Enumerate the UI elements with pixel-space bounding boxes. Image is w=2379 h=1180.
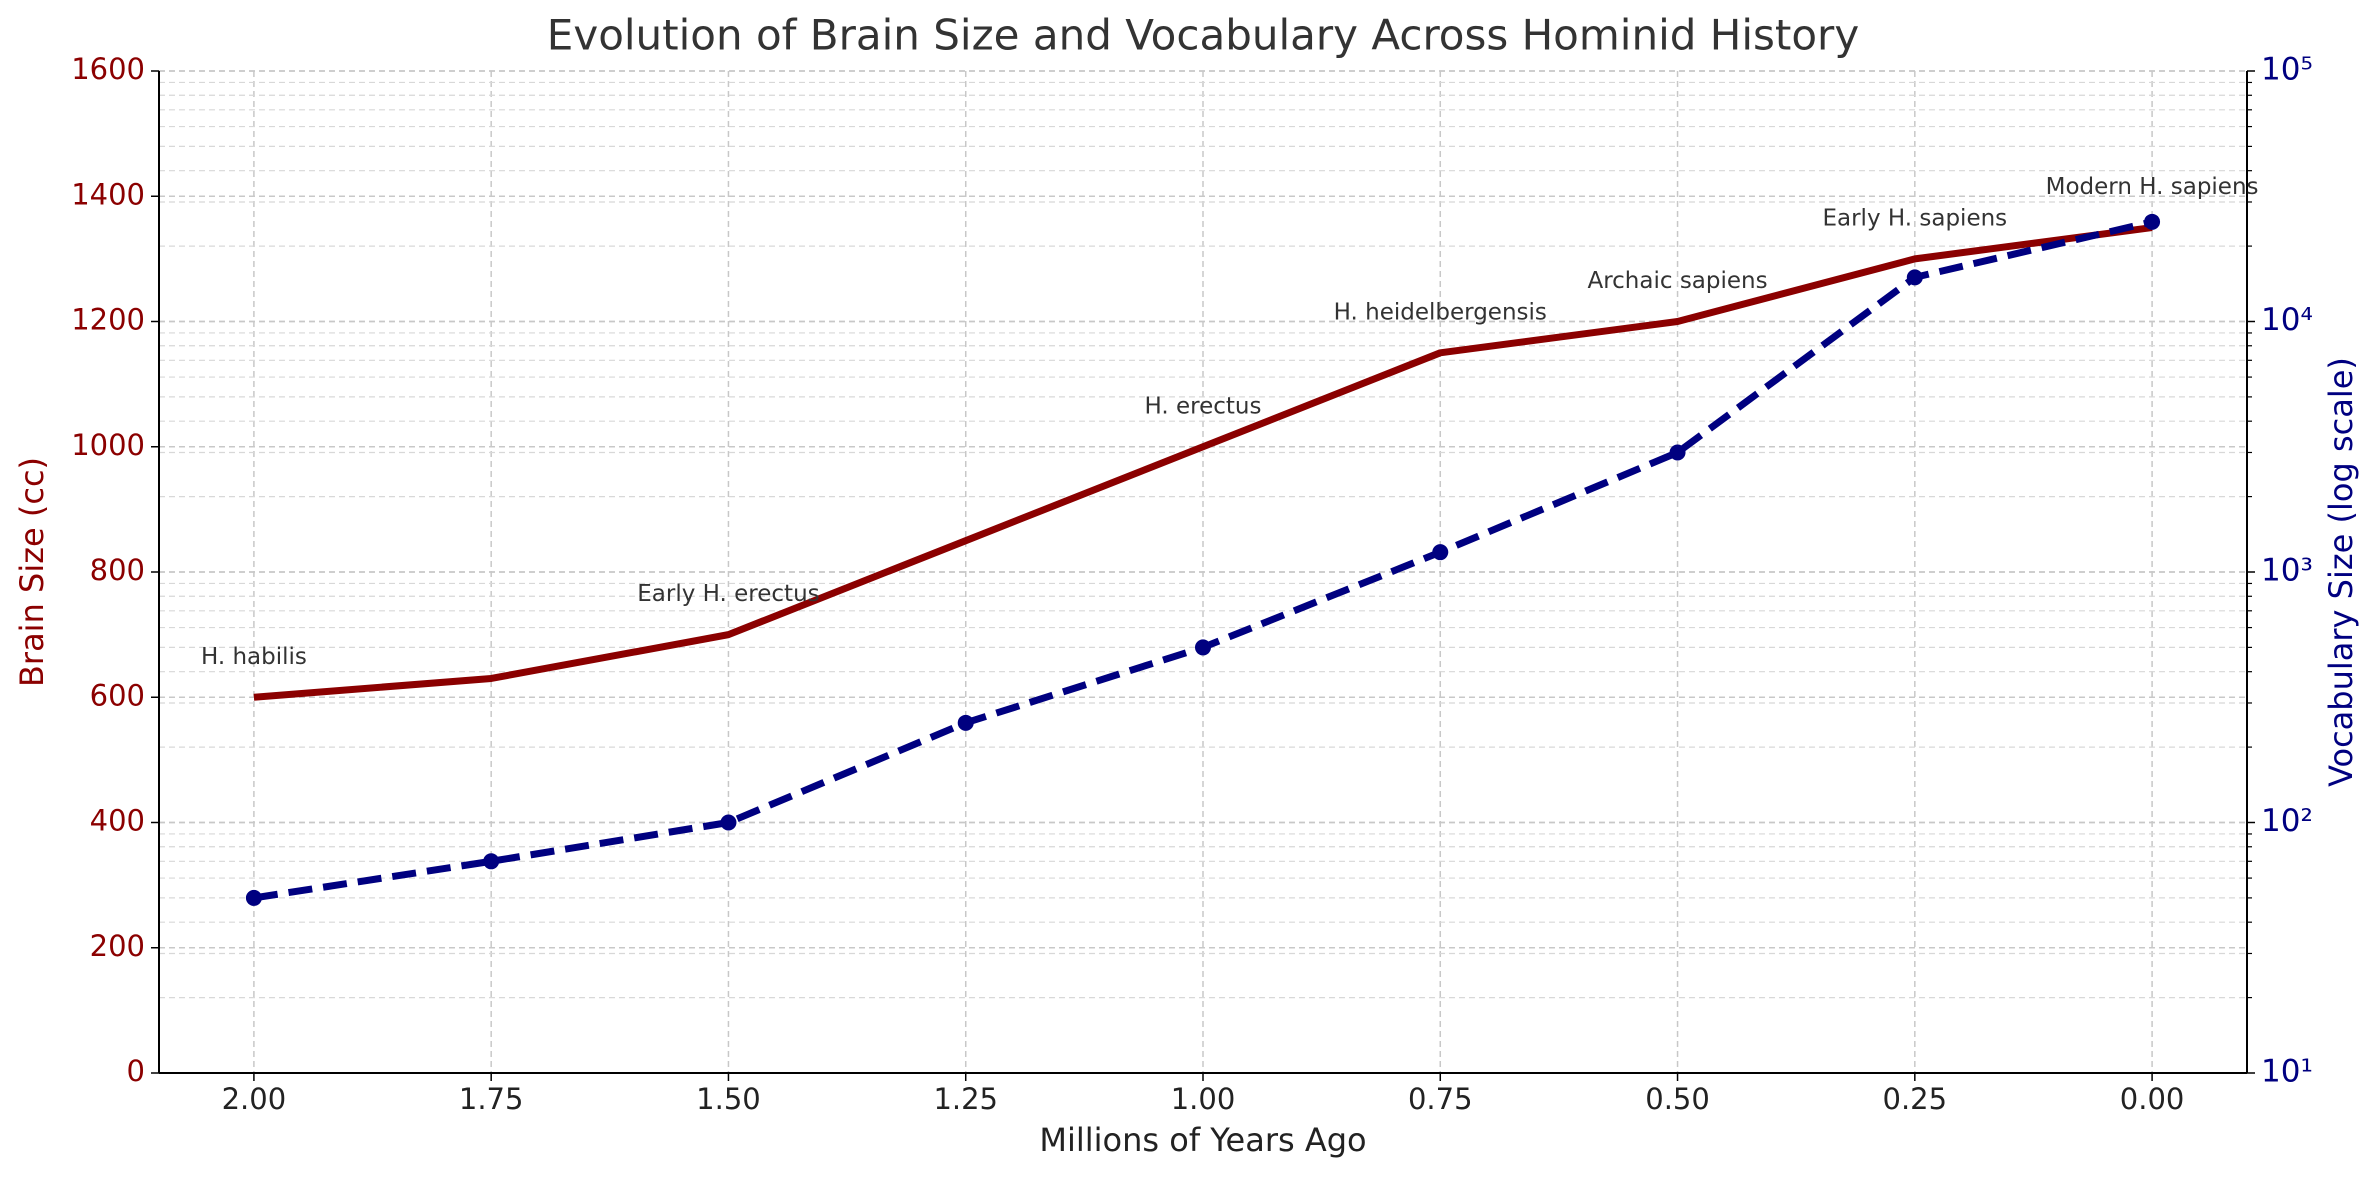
y-tick-label: 1600 <box>71 52 145 86</box>
point <box>720 814 737 831</box>
point <box>1195 639 1211 656</box>
point <box>1906 269 1923 286</box>
x-tick-label: 0.50 <box>1645 1082 1710 1116</box>
point <box>483 853 500 870</box>
annotation: H. habilis <box>201 644 307 670</box>
y2-axis-label: Vocabulary Size (log scale) <box>2322 357 2360 787</box>
series-line <box>253 224 2153 701</box>
annotation: H. heidelbergensis <box>1334 299 1547 325</box>
x-tick-label: 0.75 <box>1408 1082 1473 1116</box>
point <box>1432 544 1449 561</box>
y2-tick-label: 10⁴ <box>2261 302 2313 338</box>
y2-tick-label: 10⁵ <box>2261 52 2313 88</box>
annotation: Early H. sapiens <box>1822 205 2007 231</box>
annotation: Archaic sapiens <box>1587 268 1767 294</box>
y-tick-label: 600 <box>90 678 145 712</box>
y-tick-label: 400 <box>90 804 145 838</box>
point <box>2144 213 2161 230</box>
x-tick-label: 1.00 <box>1171 1082 1236 1116</box>
y-tick-label: 1400 <box>71 177 145 211</box>
y-axis-label: Brain Size (cc) <box>13 457 51 687</box>
y2-tick-label: 10³ <box>2261 553 2313 589</box>
annotation: H. erectus <box>1145 393 1262 419</box>
y-tick-label: 800 <box>90 553 145 587</box>
chart-title: Evolution of Brain Size and Vocabulary A… <box>547 11 1859 60</box>
point <box>957 714 974 731</box>
y-tick-label: 1200 <box>71 303 145 337</box>
x-axis-label: Millions of Years Ago <box>1039 1121 1366 1159</box>
annotation: Modern H. sapiens <box>2046 174 2259 200</box>
y-tick-label: 0 <box>127 1054 145 1088</box>
y2-tick-label: 10² <box>2261 803 2313 839</box>
x-tick-label: 0.00 <box>2120 1082 2185 1116</box>
point <box>245 889 262 906</box>
annotation: Early H. erectus <box>637 581 819 607</box>
y-tick-label: 200 <box>90 929 145 963</box>
y-tick-label: 1000 <box>71 428 145 462</box>
x-tick-label: 1.50 <box>696 1082 761 1116</box>
y2-tick-label: 10¹ <box>2261 1054 2313 1090</box>
x-tick-label: 1.25 <box>933 1082 998 1116</box>
x-tick-label: 0.25 <box>1883 1082 1948 1116</box>
x-tick-label: 2.00 <box>222 1082 287 1116</box>
point <box>1669 444 1686 461</box>
x-tick-label: 1.75 <box>459 1082 524 1116</box>
